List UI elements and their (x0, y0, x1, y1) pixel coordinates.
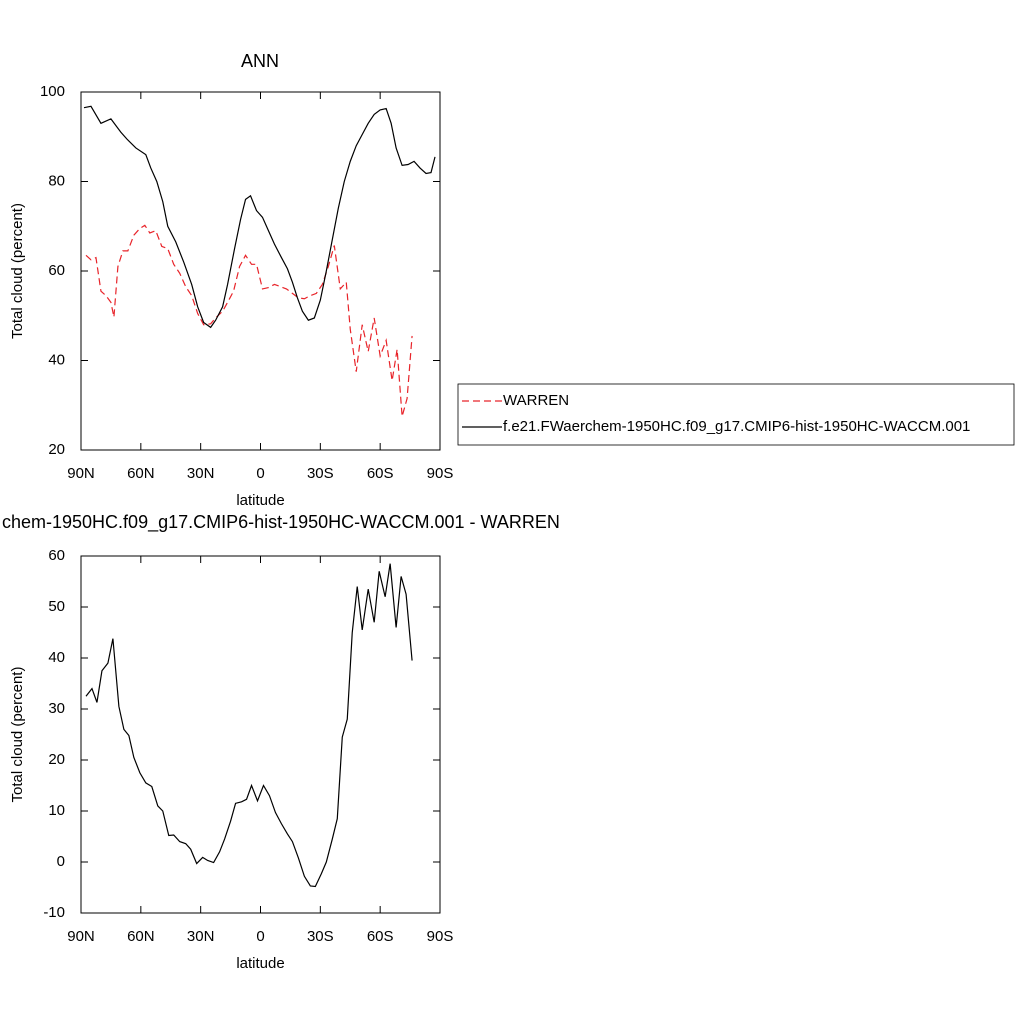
data-line (85, 563, 413, 888)
x-tick-label: 90N (67, 465, 95, 482)
x-tick-label: 90N (67, 928, 95, 945)
y-tick-label: 20 (48, 751, 65, 768)
x-tick-label: 60N (127, 928, 155, 945)
chart-title: ANN (241, 51, 279, 71)
plot-frame (80, 555, 441, 914)
y-tick-label: 40 (48, 351, 65, 368)
legend-box (457, 383, 1015, 446)
y-tick-label: -10 (43, 904, 65, 921)
x-axis-label: latitude (236, 492, 284, 509)
y-tick-label: 0 (57, 853, 65, 870)
y-tick-label: 60 (48, 547, 65, 564)
y-tick-label: 100 (40, 83, 65, 100)
x-tick-label: 90S (427, 465, 454, 482)
y-axis-label: Total cloud (percent) (9, 203, 26, 339)
y-tick-label: 60 (48, 262, 65, 279)
x-tick-label: 30S (307, 465, 334, 482)
legend: WARREN f.e21.FWaerchem-1950HC.f09_g17.CMI… (457, 383, 1015, 446)
x-tick-label: 60S (367, 928, 394, 945)
chart: chem-1950HC.f09_g17.CMIP6-hist-1950HC-WA… (2, 512, 560, 972)
x-tick-label: 30N (187, 928, 215, 945)
y-tick-label: 80 (48, 172, 65, 189)
x-tick-label: 60N (127, 465, 155, 482)
plot-frame (80, 91, 441, 451)
data-line (83, 105, 436, 329)
x-axis-label: latitude (236, 955, 284, 972)
y-tick-label: 20 (48, 441, 65, 458)
chart: ANN 90N 60N 30N 0 30S 60S 90S 20 40 60 80 100 latitud… (9, 51, 1015, 509)
x-tick-label: 0 (256, 928, 264, 945)
x-tick-label: 90S (427, 928, 454, 945)
legend-label: f.e21.FWaerchem-1950HC.f09_g17.CMIP6-his… (503, 418, 970, 435)
y-tick-label: 30 (48, 700, 65, 717)
y-tick-label: 10 (48, 802, 65, 819)
data-line (85, 224, 413, 417)
x-tick-label: 30N (187, 465, 215, 482)
x-tick-label: 0 (256, 465, 264, 482)
y-tick-label: 40 (48, 649, 65, 666)
y-tick-label: 50 (48, 598, 65, 615)
x-tick-label: 60S (367, 465, 394, 482)
y-axis-label: Total cloud (percent) (9, 667, 26, 803)
legend-label: WARREN (503, 392, 569, 409)
chart-title: chem-1950HC.f09_g17.CMIP6-hist-1950HC-WA… (2, 512, 560, 533)
x-tick-label: 30S (307, 928, 334, 945)
